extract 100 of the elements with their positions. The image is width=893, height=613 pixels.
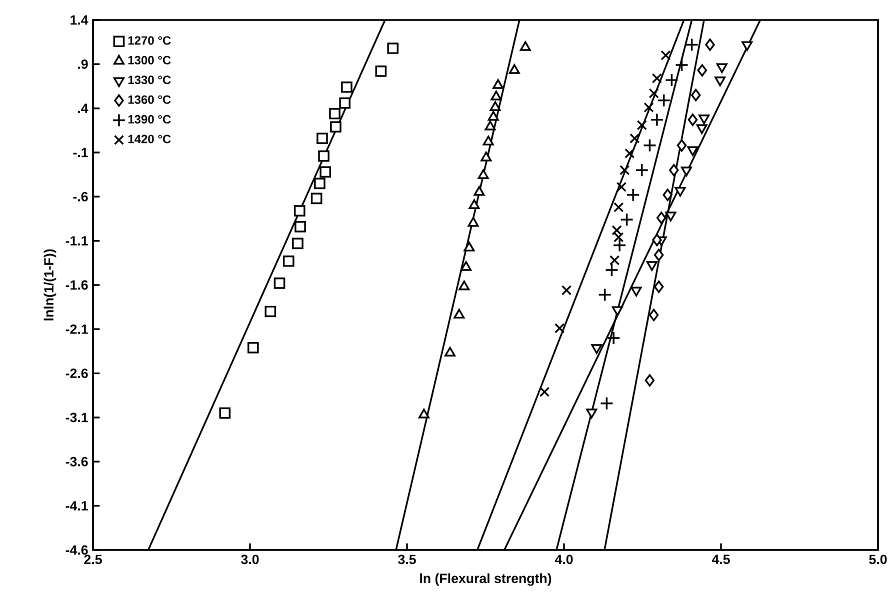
point bbox=[648, 308, 659, 322]
y-tick-label: -.1 bbox=[73, 148, 88, 158]
point bbox=[468, 199, 480, 210]
point bbox=[387, 42, 399, 54]
point bbox=[614, 202, 624, 212]
point bbox=[642, 138, 657, 152]
point bbox=[674, 186, 686, 197]
point bbox=[478, 169, 489, 179]
x-axis-title: ln (Flexural strength) bbox=[420, 573, 552, 586]
point bbox=[705, 38, 715, 51]
point bbox=[219, 407, 231, 419]
point bbox=[636, 120, 647, 130]
x-tick-label: 3.0 bbox=[241, 554, 259, 564]
point bbox=[482, 136, 494, 146]
point bbox=[697, 64, 708, 77]
legend-label: 1360 °C bbox=[128, 95, 171, 104]
point bbox=[314, 178, 326, 190]
point bbox=[444, 346, 456, 357]
point bbox=[688, 114, 698, 126]
point bbox=[375, 66, 387, 77]
point bbox=[539, 386, 550, 397]
point bbox=[652, 234, 662, 246]
y-tick-label: -2.1 bbox=[66, 324, 88, 334]
y-tick-label: .9 bbox=[78, 59, 88, 69]
point bbox=[644, 102, 654, 113]
point bbox=[508, 64, 520, 74]
y-tick-label: -.6 bbox=[73, 192, 88, 202]
point bbox=[674, 58, 689, 72]
point bbox=[490, 90, 502, 100]
point bbox=[561, 285, 572, 296]
point bbox=[646, 261, 658, 271]
point bbox=[586, 408, 598, 418]
y-axis-title: lnln(1/(1-F)) bbox=[44, 249, 56, 320]
point bbox=[676, 139, 687, 152]
point bbox=[320, 166, 332, 178]
legend-label: 1390 °C bbox=[128, 115, 171, 124]
x-tick-label: 2.5 bbox=[84, 554, 102, 564]
point bbox=[282, 255, 294, 267]
point bbox=[660, 50, 671, 60]
point bbox=[464, 242, 475, 252]
point bbox=[341, 81, 352, 93]
point bbox=[468, 216, 479, 227]
point bbox=[598, 288, 612, 302]
point bbox=[604, 263, 619, 277]
point bbox=[330, 121, 342, 133]
y-tick-label: .4 bbox=[78, 104, 88, 113]
x-tick-label: 4.5 bbox=[712, 554, 730, 564]
point bbox=[654, 280, 664, 293]
point bbox=[614, 232, 624, 242]
point bbox=[664, 73, 679, 87]
point bbox=[294, 221, 306, 232]
point bbox=[264, 306, 276, 318]
point bbox=[612, 306, 623, 316]
y-tick-label: -3.1 bbox=[66, 412, 88, 422]
point bbox=[329, 108, 340, 120]
point bbox=[654, 248, 664, 262]
point bbox=[696, 124, 708, 134]
x-tick-label: 5.0 bbox=[869, 554, 887, 564]
point bbox=[620, 212, 634, 226]
point bbox=[652, 73, 662, 84]
point bbox=[624, 148, 635, 158]
point bbox=[292, 238, 304, 250]
point bbox=[630, 286, 642, 296]
point bbox=[684, 38, 699, 52]
point bbox=[691, 88, 701, 102]
point bbox=[274, 278, 286, 289]
point bbox=[665, 212, 676, 222]
point bbox=[520, 41, 531, 51]
point bbox=[619, 165, 630, 176]
point bbox=[554, 323, 565, 334]
x-tick-label: 4.0 bbox=[554, 554, 573, 564]
point bbox=[484, 120, 496, 130]
point bbox=[635, 163, 649, 178]
x-tick-label: 3.5 bbox=[398, 554, 416, 564]
point bbox=[247, 342, 259, 354]
point bbox=[612, 225, 622, 236]
point bbox=[600, 396, 614, 410]
y-tick-label: -2.6 bbox=[66, 368, 88, 378]
point bbox=[339, 97, 350, 109]
point bbox=[458, 280, 470, 290]
point bbox=[316, 132, 328, 144]
point bbox=[626, 188, 640, 202]
legend-label: 1420 °C bbox=[128, 134, 171, 144]
y-tick-label: 1.4 bbox=[70, 15, 88, 25]
point bbox=[606, 331, 620, 345]
point bbox=[591, 344, 602, 354]
point bbox=[492, 79, 504, 89]
y-tick-label: -4.1 bbox=[66, 501, 88, 510]
point bbox=[644, 374, 655, 387]
point bbox=[630, 133, 640, 144]
y-tick-label: -1.6 bbox=[66, 280, 88, 290]
point bbox=[669, 164, 679, 176]
point bbox=[474, 186, 485, 196]
point bbox=[454, 308, 465, 319]
point bbox=[488, 110, 499, 121]
point bbox=[612, 238, 626, 252]
point bbox=[318, 150, 330, 162]
y-tick-label: -3.6 bbox=[66, 456, 88, 466]
y-tick-label: -4.6 bbox=[66, 545, 88, 555]
point bbox=[310, 192, 322, 204]
